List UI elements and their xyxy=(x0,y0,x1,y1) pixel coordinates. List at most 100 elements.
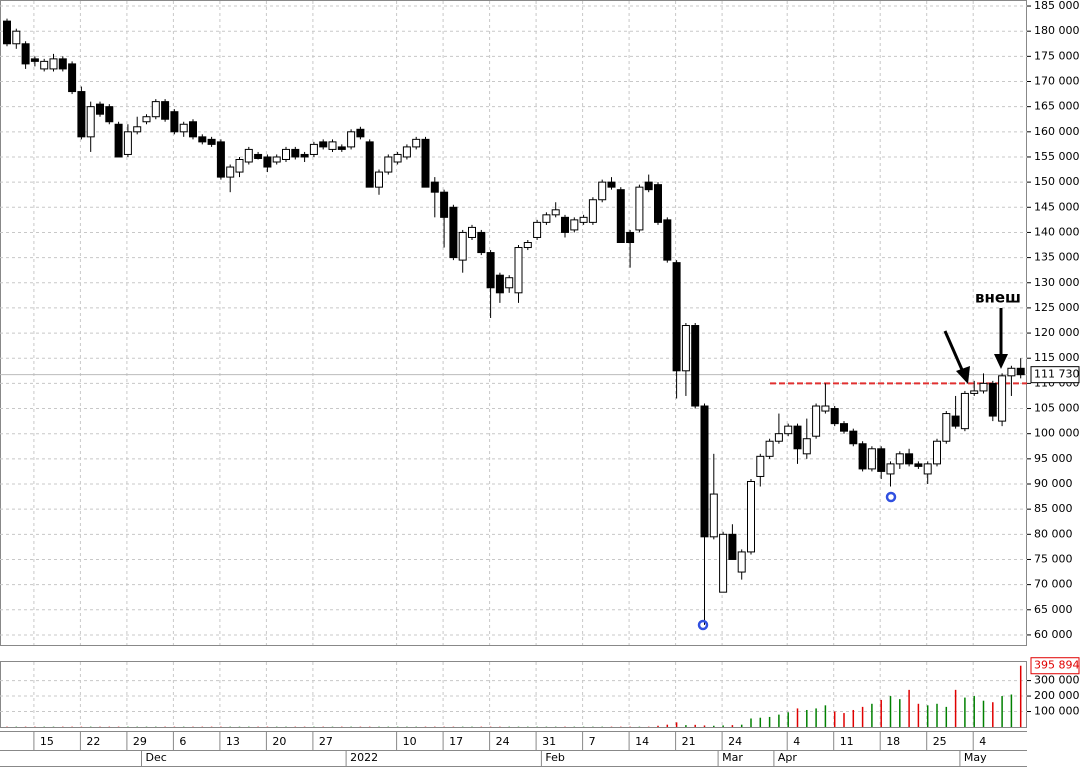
y-tick-label: 155 000 xyxy=(1034,150,1080,163)
candle-body xyxy=(886,463,895,475)
candle-body xyxy=(979,382,988,392)
volume-bar xyxy=(824,705,827,727)
y-tick-label: 75 000 xyxy=(1034,552,1073,565)
candle-body xyxy=(282,148,290,160)
candle-body xyxy=(1007,367,1016,377)
month-label: Feb xyxy=(545,751,564,764)
x-tick-label: 18 xyxy=(886,735,900,748)
candle-body xyxy=(821,405,830,412)
last-price-label: 111 730 xyxy=(1034,368,1080,381)
volume-bar xyxy=(787,712,789,727)
y-tick-label: 135 000 xyxy=(1034,251,1080,264)
x-tick-label: 17 xyxy=(449,735,463,748)
candle-body xyxy=(923,463,932,475)
y-tick-label: 145 000 xyxy=(1034,200,1080,213)
candle-body xyxy=(263,156,272,168)
x-tick-label: 6 xyxy=(179,735,186,748)
candle-body xyxy=(793,425,802,450)
candle-body xyxy=(756,455,765,477)
candle-body xyxy=(514,247,523,294)
candle-body xyxy=(719,533,728,593)
candle-body xyxy=(960,392,969,430)
y-tick-label: 175 000 xyxy=(1034,49,1080,62)
volume-bar xyxy=(666,724,669,727)
candle-body xyxy=(561,216,569,233)
volume-bar xyxy=(694,724,696,727)
candle-body xyxy=(607,181,616,188)
candle-body xyxy=(49,58,58,70)
candle-body xyxy=(440,191,449,218)
y-tick-label: 65 000 xyxy=(1034,603,1073,616)
candle-body xyxy=(495,274,504,294)
candle-body xyxy=(616,189,625,243)
candle-body xyxy=(579,216,588,223)
candle-body xyxy=(933,440,941,465)
candle-body xyxy=(254,153,263,159)
y-tick-label: 165 000 xyxy=(1034,100,1080,113)
candle-body xyxy=(244,148,253,163)
candle-body xyxy=(523,242,532,249)
y-tick-label: 120 000 xyxy=(1034,326,1080,339)
volume-bar xyxy=(778,714,780,727)
volume-bar xyxy=(1019,665,1022,727)
candle-body xyxy=(12,30,21,45)
month-label: 2022 xyxy=(350,751,378,764)
volume-bar xyxy=(926,705,929,727)
candle-body xyxy=(905,453,914,465)
arrow xyxy=(943,330,965,373)
candle-body xyxy=(402,146,411,158)
volume-bar xyxy=(750,718,752,727)
candle-body xyxy=(747,480,755,553)
candle-body xyxy=(774,433,783,442)
month-label: Apr xyxy=(778,751,798,764)
candle-body xyxy=(728,533,737,560)
y-tick-label: 185 000 xyxy=(1034,0,1080,12)
y-tick-label: 105 000 xyxy=(1034,402,1080,415)
x-tick-label: 22 xyxy=(86,735,100,748)
candle-body xyxy=(328,141,337,150)
annotation: внеш xyxy=(975,289,1021,307)
volume-bar xyxy=(973,696,975,727)
volume-bar xyxy=(1010,694,1013,727)
candle-body xyxy=(551,209,560,216)
x-tick-label: 4 xyxy=(979,735,986,748)
candle-body xyxy=(300,153,309,158)
volume-bar xyxy=(1001,696,1003,727)
candle-body xyxy=(654,184,662,223)
candle-body xyxy=(272,156,281,163)
candle-body xyxy=(449,206,458,259)
candle-body xyxy=(700,405,709,538)
last-volume-box xyxy=(1030,657,1080,675)
y-tick-label: 85 000 xyxy=(1034,502,1073,515)
candle-body xyxy=(691,325,700,407)
x-tick-label: 27 xyxy=(319,735,333,748)
candle-body xyxy=(895,453,904,465)
candle-body xyxy=(505,277,514,289)
month-label: Mar xyxy=(722,751,743,764)
volume-bar xyxy=(740,724,743,727)
candle-body xyxy=(951,415,960,427)
candle-body xyxy=(3,20,11,45)
candle-body xyxy=(784,425,793,435)
candle-body xyxy=(533,221,542,238)
candle-body xyxy=(598,181,607,201)
candle-body xyxy=(877,448,886,472)
candle-body xyxy=(365,141,374,188)
y-tick-label: 130 000 xyxy=(1034,276,1080,289)
candle-body xyxy=(765,440,774,457)
candle-body xyxy=(644,181,653,191)
volume-bar xyxy=(917,703,920,727)
volume-bar xyxy=(722,725,724,727)
x-tick-label: 25 xyxy=(933,735,947,748)
y2-tick-label: 200 000 xyxy=(1034,689,1080,702)
volume-bar xyxy=(936,703,938,727)
candle-body xyxy=(21,43,30,65)
y-tick-label: 150 000 xyxy=(1034,175,1080,188)
last-volume-label: 395 894 xyxy=(1034,659,1080,672)
x-tick-label: 14 xyxy=(635,735,649,748)
month-label: Dec xyxy=(146,751,167,764)
candle-body xyxy=(114,123,123,158)
x-tick-label: 29 xyxy=(133,735,147,748)
